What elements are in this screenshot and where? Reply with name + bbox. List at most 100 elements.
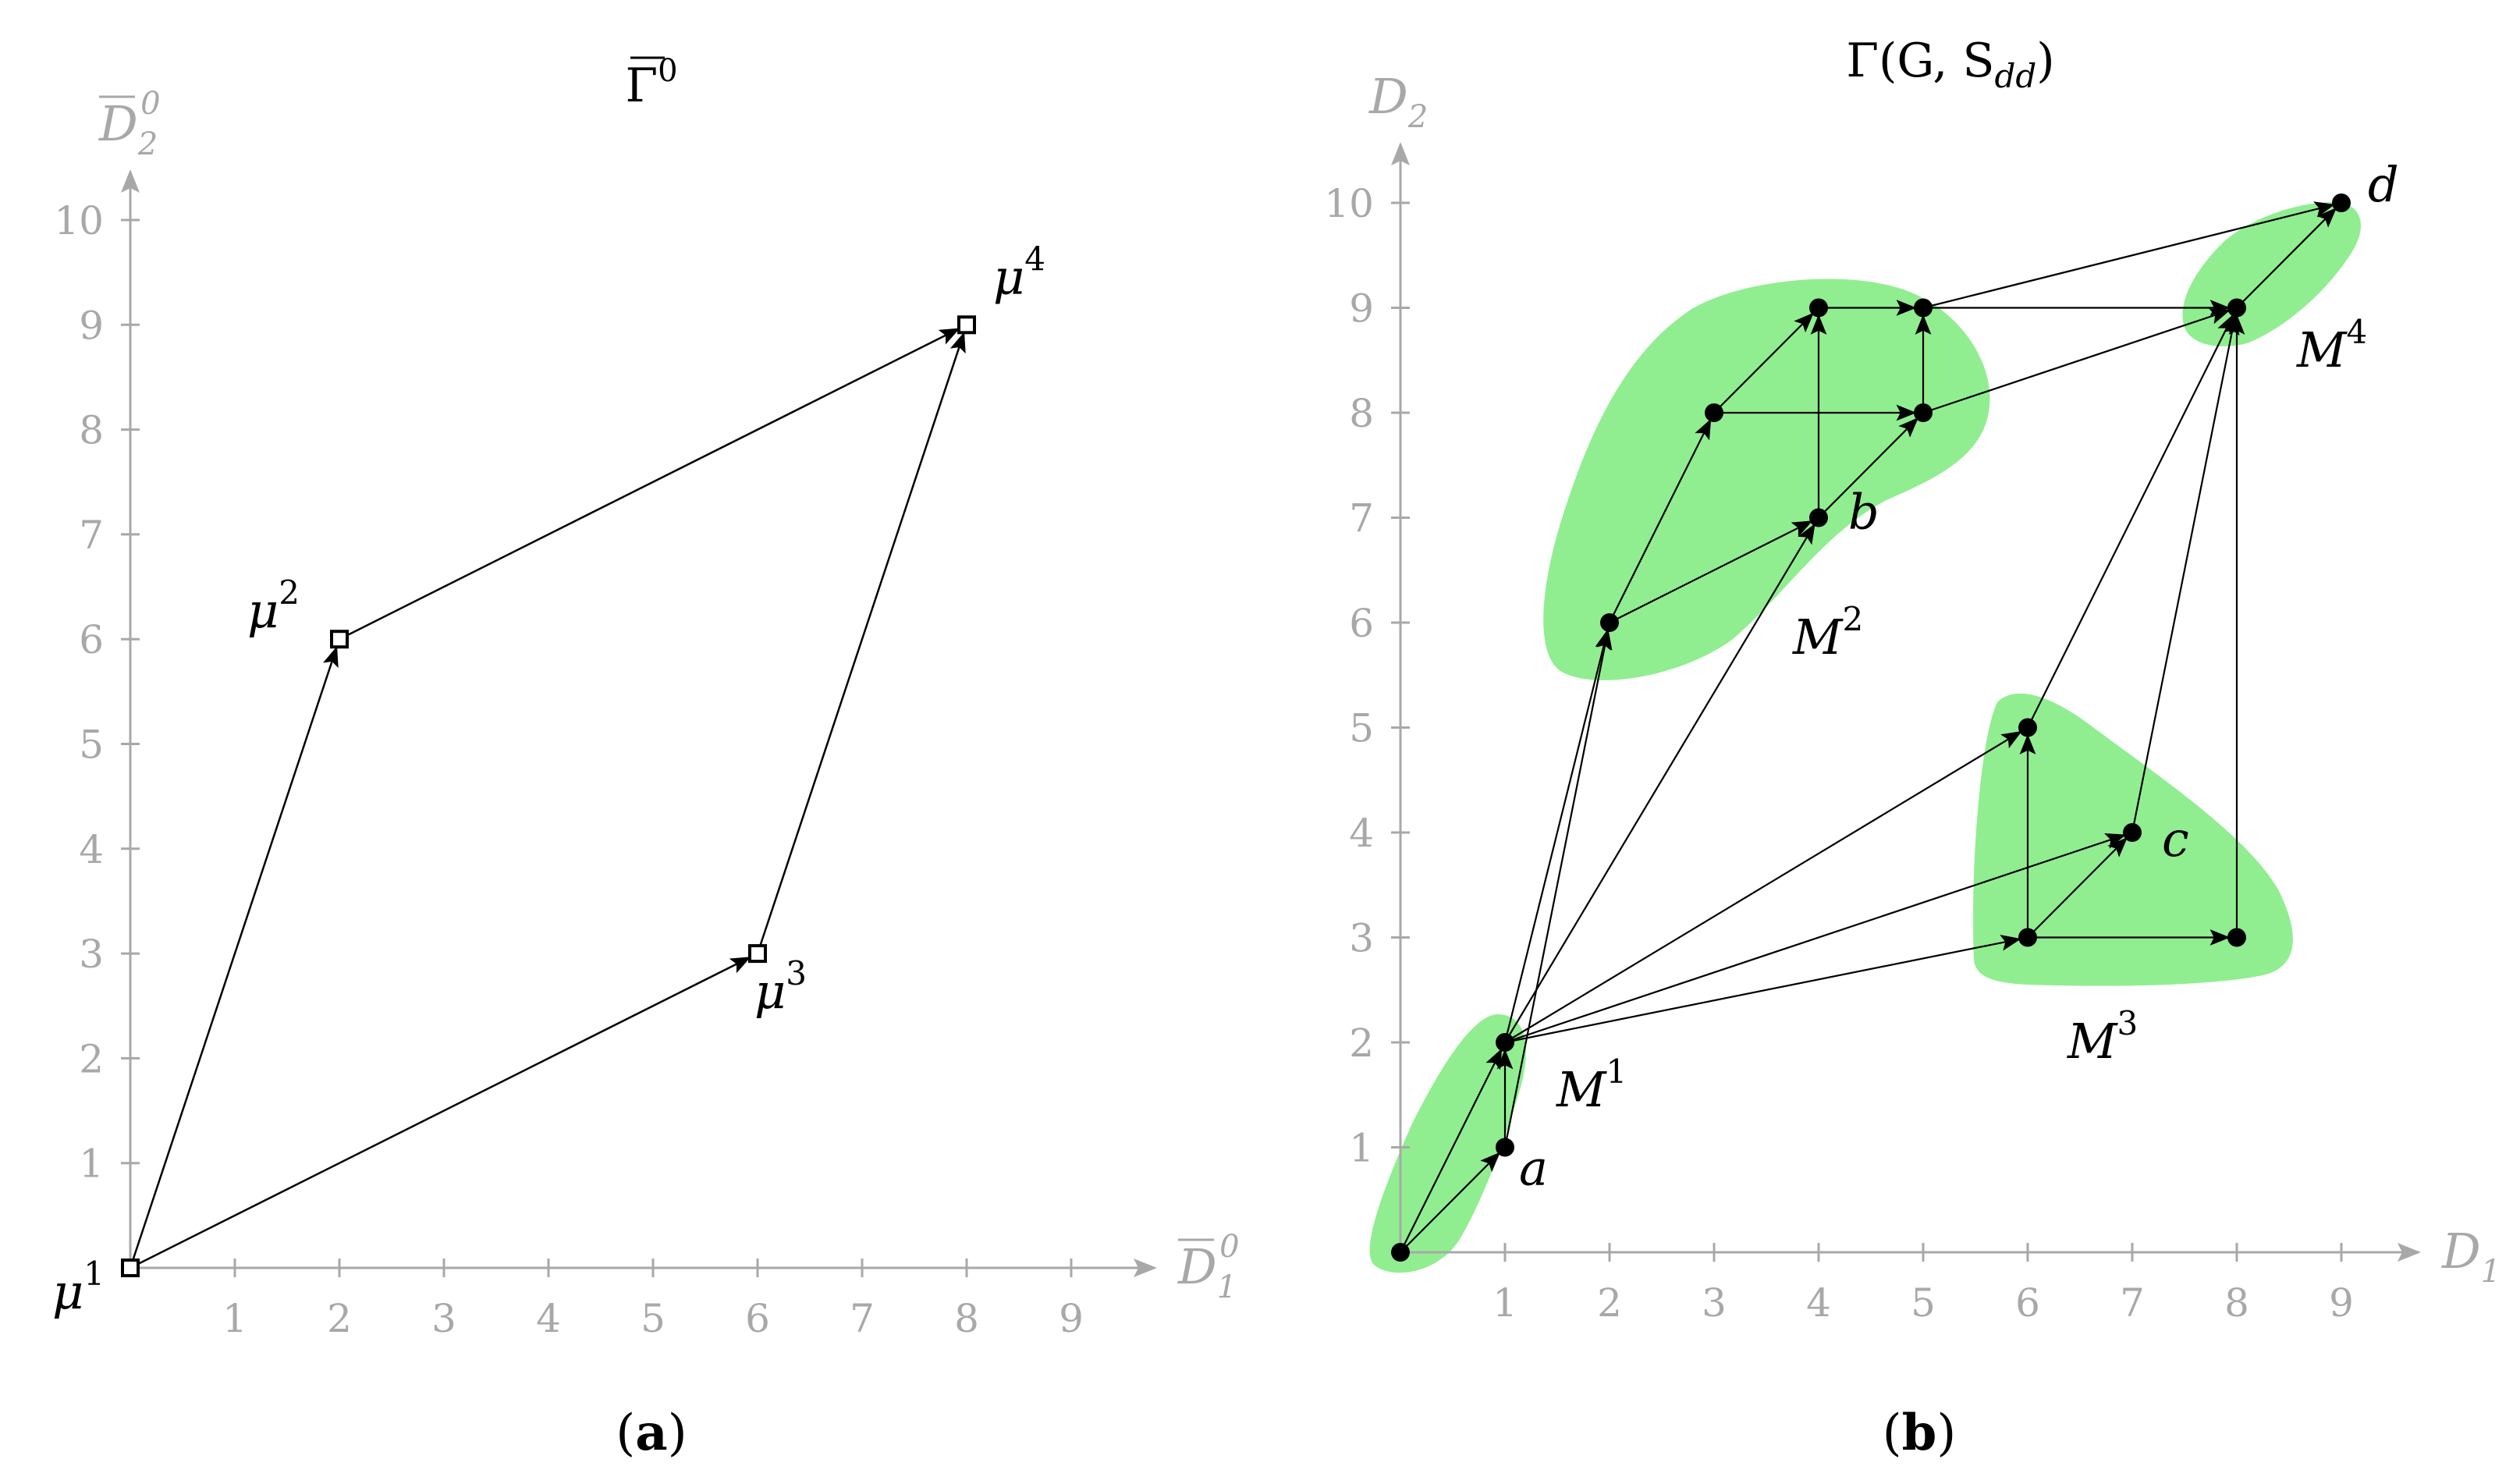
panel-b-x-tick-label-6: 6 xyxy=(2015,1280,2040,1326)
panel-a-edges xyxy=(129,328,966,1269)
panel-a-x-tick-label-5: 5 xyxy=(641,1296,665,1341)
node-n83 xyxy=(2227,928,2246,947)
panel-b-y-tick-label-1: 1 xyxy=(1349,1126,1374,1171)
edge-n12-b xyxy=(1504,523,1815,1043)
edge-n12-n63 xyxy=(1504,935,2021,1044)
edge-n00-n12 xyxy=(1400,1048,1503,1253)
panel-a-y-axis-label: D20 xyxy=(98,86,161,162)
node-d xyxy=(2332,193,2351,212)
panel-a-x-tick-label-4: 4 xyxy=(536,1296,561,1341)
edge-a-n26 xyxy=(1503,629,1613,1148)
node-mu1 xyxy=(121,1259,140,1277)
panel-b-nodes: a b c d xyxy=(1391,156,2399,1262)
region-label-M2: M2 xyxy=(1792,600,1863,666)
node-c xyxy=(2123,823,2142,842)
panel-b-x-tick-label-1: 1 xyxy=(1492,1280,1517,1326)
node-label-b: b xyxy=(1848,484,1879,541)
node-label-a: a xyxy=(1519,1140,1548,1197)
edge-n63-c xyxy=(2027,836,2128,939)
edge-n26-b xyxy=(1609,520,1813,623)
panel-a-x-tick-label-6: 6 xyxy=(745,1296,770,1341)
node-n59 xyxy=(1914,298,1933,318)
panel-b-axes: 1 2 3 4 5 6 7 8 9 1 2 3 4 5 6 7 8 9 10 D1 D2 xyxy=(1324,68,2500,1326)
edge-c-n89 xyxy=(2131,314,2240,833)
panel-b-edges xyxy=(1400,201,2337,1253)
node-label-d: d xyxy=(2368,156,2399,213)
panel-a-y-tick-label-7: 7 xyxy=(79,513,104,558)
edge-n58-n89 xyxy=(1922,308,2231,414)
node-n26 xyxy=(1600,613,1619,632)
panel-b-y-tick-label-2: 2 xyxy=(1349,1021,1374,1066)
panel-a: 1 2 3 4 5 6 7 8 9 1 2 3 4 5 6 7 8 9 10 D10 D20 μ1 μ2 μ3 μ4 Γ0 (… xyxy=(52,53,1240,1462)
panel-a-caption: (a) xyxy=(616,1404,687,1462)
node-n00 xyxy=(1391,1243,1410,1262)
node-n63 xyxy=(2018,928,2037,947)
node-mu2 xyxy=(330,630,349,649)
region-label-M3: M3 xyxy=(2067,1004,2138,1070)
edge-mu1-mu2 xyxy=(129,646,339,1269)
node-n58 xyxy=(1914,403,1933,422)
edge-n89-d xyxy=(2236,207,2337,309)
node-mu4 xyxy=(957,315,976,335)
edge-n12-c xyxy=(1504,833,2127,1044)
panel-a-x-axis-label: D10 xyxy=(1177,1229,1240,1305)
panel-a-x-tick-label-1: 1 xyxy=(222,1296,247,1341)
edge-n26-n38 xyxy=(1609,418,1712,623)
panel-a-y-tick-label-6: 6 xyxy=(79,617,104,662)
edge-mu1-mu3 xyxy=(130,957,751,1269)
node-b xyxy=(1809,508,1828,527)
node-a xyxy=(1496,1138,1514,1157)
panel-b-y-tick-label-10: 10 xyxy=(1324,181,1374,226)
region-label-M4: M4 xyxy=(2296,313,2367,378)
panel-b-x-tick-label-9: 9 xyxy=(2329,1280,2354,1326)
panel-a-title: Γ0 xyxy=(625,53,677,113)
panel-b-title: Γ(G, Sdd) xyxy=(1846,34,2054,95)
panel-a-y-tick-label-1: 1 xyxy=(79,1141,104,1187)
edge-n00-a xyxy=(1400,1152,1501,1253)
panel-a-nodes: μ1 μ2 μ3 μ4 xyxy=(52,240,1045,1320)
node-label-mu3: μ3 xyxy=(754,954,807,1020)
node-label-c: c xyxy=(2162,811,2189,868)
panel-a-x-tick-label-2: 2 xyxy=(327,1296,352,1341)
edge-n12-n26 xyxy=(1503,629,1611,1043)
edge-n12-n65 xyxy=(1504,730,2022,1043)
panel-b-y-tick-label-8: 8 xyxy=(1349,391,1374,436)
node-n65 xyxy=(2018,718,2037,737)
edge-n38-n49 xyxy=(1713,312,1815,414)
panel-a-y-tick-label-8: 8 xyxy=(79,408,104,453)
panel-a-y-tick-label-2: 2 xyxy=(79,1036,104,1081)
panel-a-axes: 1 2 3 4 5 6 7 8 9 1 2 3 4 5 6 7 8 9 10 D10 D20 xyxy=(54,86,1239,1341)
panel-b-x-tick-label-5: 5 xyxy=(1911,1280,1936,1326)
panel-b-y-tick-label-4: 4 xyxy=(1349,811,1374,856)
node-label-mu2: μ2 xyxy=(247,573,300,639)
region-M2 xyxy=(1543,279,1990,680)
panel-b-y-tick-label-3: 3 xyxy=(1349,916,1374,961)
node-n89 xyxy=(2227,298,2246,318)
panel-b-x-tick-label-4: 4 xyxy=(1806,1280,1831,1326)
node-n12 xyxy=(1496,1033,1514,1052)
node-label-mu1: μ1 xyxy=(52,1255,105,1320)
panel-b-x-axis-label: D1 xyxy=(2441,1223,2500,1290)
panel-b-x-tick-label-8: 8 xyxy=(2224,1280,2249,1326)
node-label-mu4: μ4 xyxy=(993,240,1045,305)
panel-b-y-tick-label-5: 5 xyxy=(1349,706,1374,751)
panel-b-y-tick-label-6: 6 xyxy=(1349,601,1374,646)
panel-b-y-tick-label-7: 7 xyxy=(1349,496,1374,541)
panel-a-y-tick-label-10: 10 xyxy=(54,198,104,243)
panel-a-y-tick-label-4: 4 xyxy=(79,827,104,872)
panel-b-x-tick-label-7: 7 xyxy=(2120,1280,2145,1326)
panel-a-x-tick-label-7: 7 xyxy=(850,1296,875,1341)
panel-a-x-tick-label-9: 9 xyxy=(1059,1296,1084,1341)
edge-n65-n89 xyxy=(2027,314,2234,728)
panel-a-y-tick-label-3: 3 xyxy=(79,932,104,977)
edge-n59-d xyxy=(1922,201,2335,309)
panel-b-y-axis-label: D2 xyxy=(1368,68,1428,135)
panel-b-y-tick-label-9: 9 xyxy=(1349,286,1374,332)
panel-a-x-tick-label-3: 3 xyxy=(431,1296,456,1341)
region-label-M1: M1 xyxy=(1556,1053,1627,1118)
edge-mu3-mu4 xyxy=(756,332,966,954)
panel-b-x-tick-label-3: 3 xyxy=(1702,1280,1727,1326)
panel-b-x-tick-label-2: 2 xyxy=(1597,1280,1622,1326)
